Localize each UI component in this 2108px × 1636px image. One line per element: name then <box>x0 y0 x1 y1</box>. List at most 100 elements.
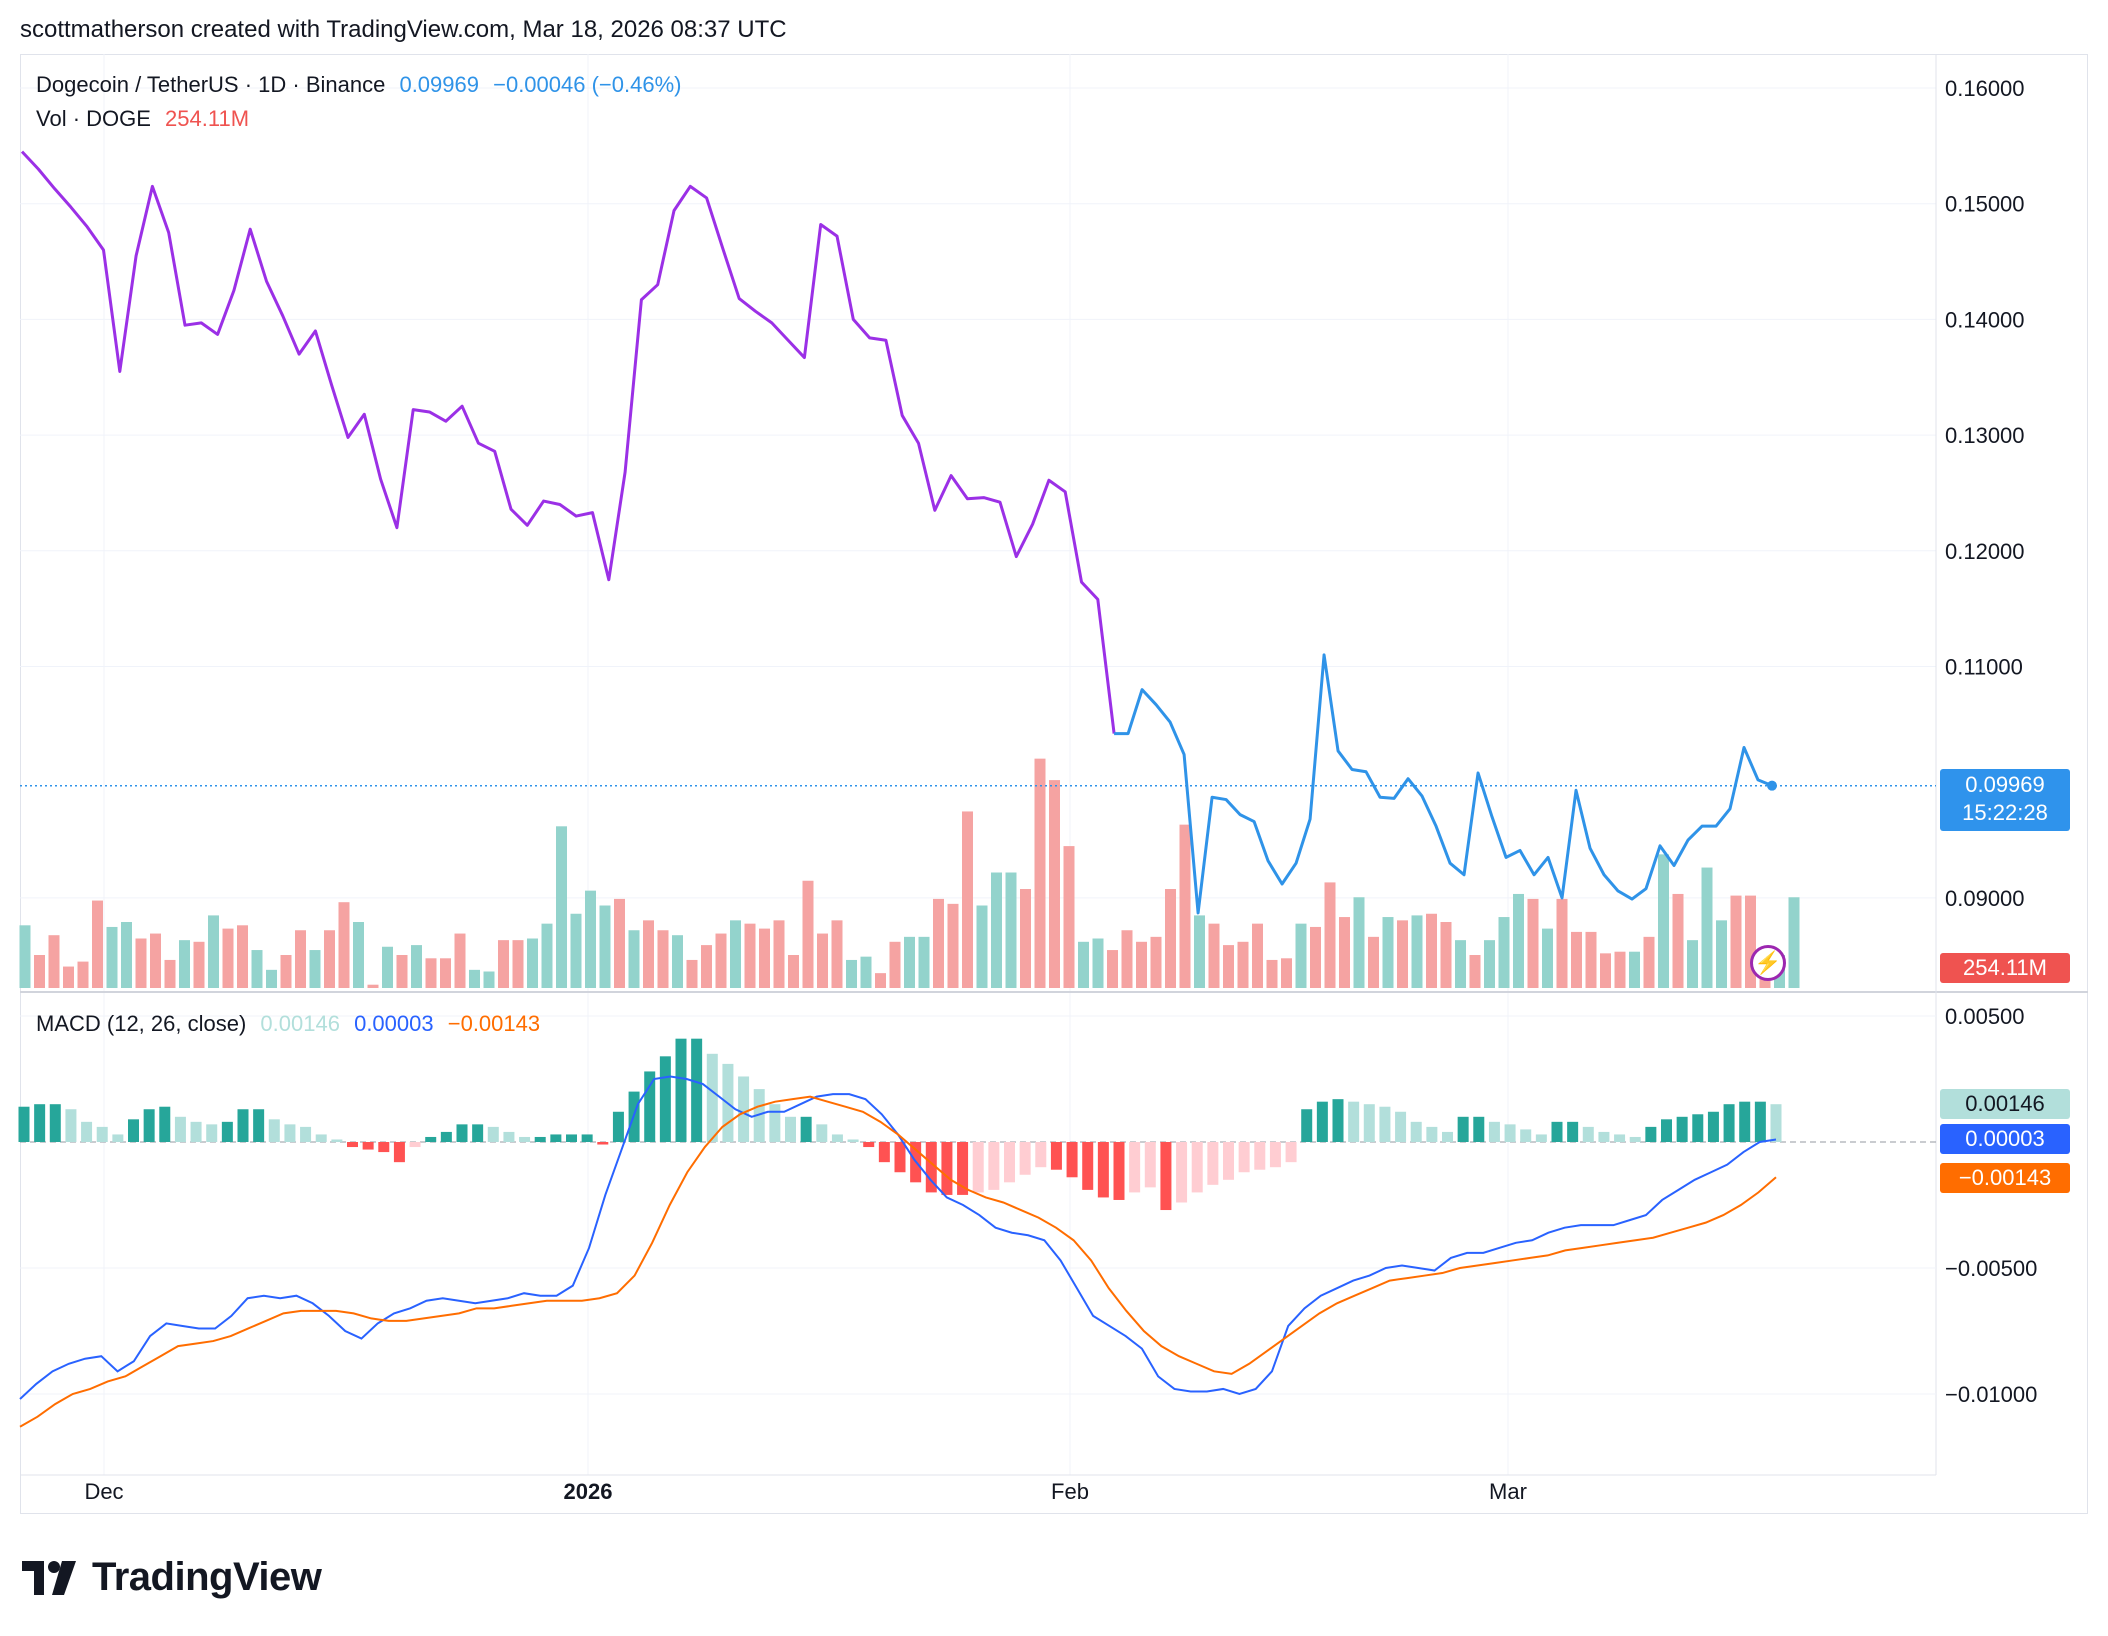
volume-bar <box>367 984 379 988</box>
macd-histogram-bar <box>1645 1126 1657 1142</box>
time-tick-label: Feb <box>1051 1479 1089 1504</box>
macd-histogram-bar <box>1285 1142 1297 1163</box>
volume-bar <box>454 933 466 988</box>
volume-bar <box>1382 917 1394 988</box>
macd-histogram-bar <box>190 1121 202 1142</box>
volume-bar <box>222 928 234 988</box>
volume-bar <box>933 898 944 988</box>
macd-histogram-bar <box>1598 1131 1610 1142</box>
macd-histogram-bar <box>581 1134 593 1142</box>
volume-bar <box>1353 897 1365 988</box>
axes: 0.16000 0.15000 0.14000 0.13000 0.12000 0.110… <box>84 76 2037 1504</box>
macd-histogram-bar <box>769 1104 781 1142</box>
volume-bar <box>1513 893 1524 988</box>
lightning-icon[interactable]: ⚡ <box>1750 945 1786 981</box>
volume-bar <box>570 913 582 988</box>
macd-histogram-bar <box>96 1126 108 1142</box>
macd-histogram-bar <box>1614 1134 1626 1142</box>
volume-bar <box>425 958 437 988</box>
macd-histogram-bar <box>1316 1101 1328 1142</box>
macd-histogram-bar <box>1567 1121 1579 1142</box>
volume-bar <box>1252 923 1263 988</box>
volume-bar <box>1585 931 1597 988</box>
macd-histogram-bar <box>1348 1101 1360 1142</box>
volume-bar <box>440 958 451 988</box>
price-tick-label: 0.09000 <box>1945 886 2025 911</box>
macd-histogram-bar <box>1332 1099 1344 1142</box>
volume-bar <box>77 961 89 988</box>
macd-histogram-bar <box>519 1136 531 1142</box>
macd-histogram-bar <box>957 1142 969 1195</box>
volume-bar <box>585 890 596 988</box>
volume-bar <box>1063 846 1075 988</box>
volume-bar <box>672 935 683 988</box>
volume-bar <box>875 973 886 988</box>
macd-histogram-bar <box>1473 1116 1485 1142</box>
volume-bar <box>976 905 988 988</box>
macd-histogram-bar <box>1551 1121 1563 1142</box>
macd-histogram-bar <box>1723 1104 1735 1142</box>
macd-histogram-bar <box>425 1136 437 1142</box>
price-tick-label: 0.12000 <box>1945 539 2025 564</box>
macd-histogram-bar <box>1442 1131 1453 1142</box>
price-legend: Dogecoin / TetherUS · 1D · Binance 0.099… <box>36 72 689 98</box>
volume-bar <box>527 938 538 988</box>
volume-bar <box>686 959 698 988</box>
volume-bar <box>208 915 219 988</box>
macd-histogram-bar <box>393 1142 405 1163</box>
macd-histogram-bar <box>1191 1142 1203 1193</box>
volume-bar <box>614 898 625 988</box>
macd-histogram-bar <box>1426 1126 1438 1142</box>
countdown-timer: 15:22:28 <box>1962 800 2048 825</box>
volume-bar <box>1107 950 1118 988</box>
volume-bar <box>48 935 60 988</box>
volume-bar <box>63 966 74 988</box>
macd-histogram-bar <box>1238 1142 1250 1173</box>
macd-histogram-bar <box>659 1056 671 1142</box>
volume-bar <box>1730 895 1742 988</box>
macd-histogram-bar <box>1770 1104 1782 1142</box>
volume-bar <box>1411 915 1423 988</box>
volume-label[interactable]: Vol · DOGE <box>36 106 151 131</box>
macd-legend: MACD (12, 26, close) 0.00146 0.00003 −0.… <box>36 1011 548 1037</box>
macd-histogram-bar <box>1004 1142 1015 1183</box>
volume-bar <box>338 902 350 988</box>
volume-bar <box>904 936 915 988</box>
logo-text: TradingView <box>92 1555 322 1599</box>
macd-tick-label: 0.00500 <box>1945 1004 2025 1029</box>
volume-bar <box>1701 867 1713 988</box>
symbol-label[interactable]: Dogecoin / TetherUS · 1D · Binance <box>36 72 386 97</box>
volume-bar <box>135 938 147 988</box>
macd-histogram-bar <box>1582 1126 1594 1142</box>
macd-histogram-bar <box>1254 1142 1266 1170</box>
volume-bar <box>1005 872 1017 988</box>
volume-bar <box>1078 941 1089 988</box>
volume-bar <box>1469 955 1481 988</box>
macd-lines <box>19 1075 1777 1428</box>
volume-bar <box>266 969 277 988</box>
volume-bar <box>846 959 857 988</box>
macd-histogram-bar <box>81 1121 93 1142</box>
chart-canvas[interactable]: 0.16000 0.15000 0.14000 0.13000 0.12000 0.110… <box>0 0 2108 1520</box>
volume-bar <box>324 930 335 988</box>
volume-bar <box>179 940 190 988</box>
volume-bar <box>1556 898 1568 988</box>
volume-bar <box>773 920 785 988</box>
macd-histogram-bar <box>1488 1121 1500 1142</box>
macd-label[interactable]: MACD (12, 26, close) <box>36 1011 247 1036</box>
macd-histogram-bar <box>503 1131 515 1142</box>
tradingview-logo[interactable]: TradingView <box>22 1555 322 1600</box>
volume-bar <box>744 923 756 988</box>
volume-bar <box>1716 920 1727 988</box>
macd-histogram-bar <box>1129 1142 1141 1193</box>
volume-bar <box>1150 936 1162 988</box>
volume-bar <box>1658 854 1669 988</box>
chart-credit: scottmatherson created with TradingView.… <box>20 16 787 43</box>
price-line-blue <box>1114 653 1773 915</box>
volume-bar <box>1426 913 1437 988</box>
volume-bar <box>280 955 292 988</box>
volume-bar <box>628 930 640 988</box>
volume-bar <box>759 928 770 988</box>
volume-bar <box>309 950 321 988</box>
macd-hist-value: 0.00146 <box>260 1011 340 1036</box>
